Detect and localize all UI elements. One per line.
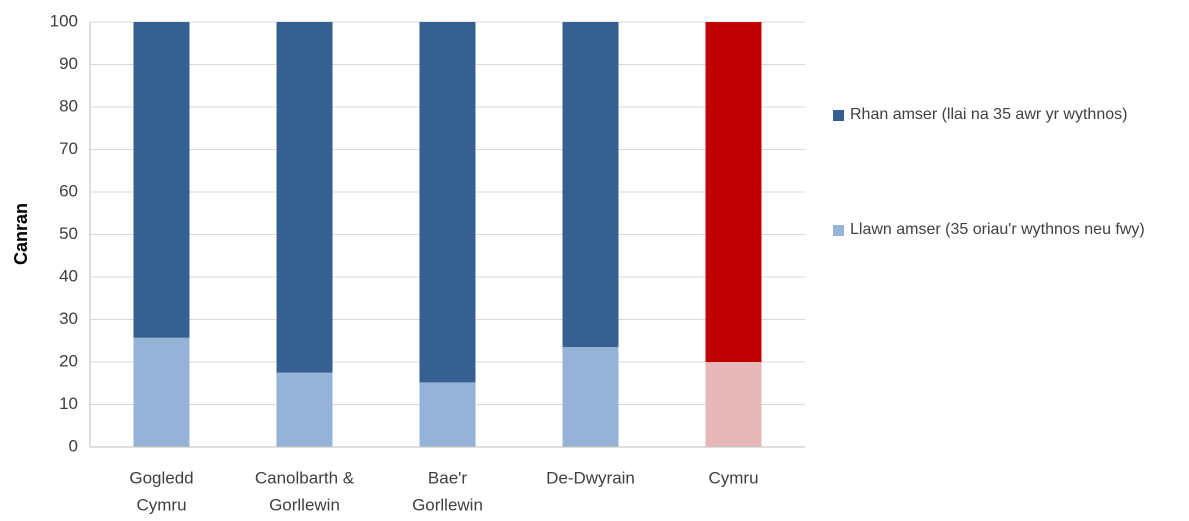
x-tick-label: Cymru bbox=[136, 495, 186, 514]
y-tick-label: 70 bbox=[59, 139, 78, 158]
bar-segment bbox=[562, 347, 619, 447]
legend-label: Rhan amser (llai na 35 awr yr wythnos) bbox=[850, 106, 1128, 123]
y-tick-label: 40 bbox=[59, 266, 78, 285]
bar-segment bbox=[562, 22, 619, 348]
x-tick-label: Gorllewin bbox=[412, 495, 483, 514]
bar-segment bbox=[276, 22, 333, 373]
y-tick-label: 10 bbox=[59, 394, 78, 413]
bar-segment bbox=[133, 337, 190, 447]
bar-segment bbox=[419, 382, 476, 447]
x-tick-label: De-Dwyrain bbox=[546, 468, 635, 487]
x-tick-label: Bae'r bbox=[428, 468, 467, 487]
bar-segment bbox=[705, 362, 762, 447]
y-tick-label: 90 bbox=[59, 54, 78, 73]
x-tick-label: Canolbarth & bbox=[255, 468, 355, 487]
legend-swatch bbox=[833, 225, 844, 236]
y-tick-label: 60 bbox=[59, 181, 78, 200]
legend-item: Llawn amser (35 oriau'r wythnos neu fwy) bbox=[833, 218, 1168, 242]
x-tick-label: Gorllewin bbox=[269, 495, 340, 514]
bar-segment bbox=[276, 372, 333, 447]
legend-item: Rhan amser (llai na 35 awr yr wythnos) bbox=[833, 103, 1168, 127]
x-tick-label: Gogledd bbox=[129, 468, 193, 487]
legend-swatch bbox=[833, 110, 844, 121]
bar-segment bbox=[133, 22, 190, 338]
legend-label: Llawn amser (35 oriau'r wythnos neu fwy) bbox=[850, 221, 1145, 238]
y-tick-label: 80 bbox=[59, 96, 78, 115]
y-tick-label: 100 bbox=[50, 11, 78, 30]
y-tick-label: 0 bbox=[69, 436, 78, 455]
bar-segment bbox=[419, 22, 476, 383]
y-tick-label: 30 bbox=[59, 309, 78, 328]
x-tick-label: Cymru bbox=[708, 468, 758, 487]
y-axis-label: Canran bbox=[11, 203, 31, 265]
bar-segment bbox=[705, 22, 762, 362]
y-tick-label: 50 bbox=[59, 224, 78, 243]
y-tick-label: 20 bbox=[59, 351, 78, 370]
